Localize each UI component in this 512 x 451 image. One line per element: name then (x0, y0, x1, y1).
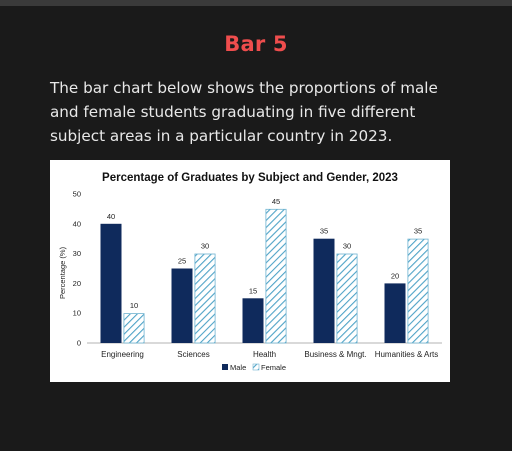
legend-swatch-female (252, 363, 260, 371)
page-heading: Bar 5 (224, 32, 288, 56)
y-tick-label: 30 (73, 249, 81, 258)
data-label: 20 (391, 271, 399, 280)
data-label: 30 (343, 242, 351, 251)
category-label: Engineering (101, 350, 144, 359)
data-label: 30 (201, 242, 209, 251)
bar-female (336, 253, 358, 344)
bar-male (171, 268, 193, 343)
data-label: 10 (130, 301, 138, 310)
chart-description: The bar chart below shows the proportion… (50, 79, 438, 145)
data-label: 35 (320, 227, 328, 236)
y-tick-label: 40 (73, 219, 81, 228)
data-label: 15 (249, 286, 257, 295)
legend-label-female: Female (261, 363, 286, 372)
bar-male (313, 238, 335, 343)
data-label: 35 (414, 227, 422, 236)
category-label: Business & Mngt. (304, 350, 366, 359)
category-label: Sciences (177, 350, 209, 359)
bar-female (194, 253, 216, 344)
legend-swatch-male (222, 364, 228, 370)
category-label: Humanities & Arts (375, 350, 439, 359)
y-tick-label: 20 (73, 279, 81, 288)
bar-female (123, 313, 145, 344)
chart-card: Percentage of Graduates by Subject and G… (50, 160, 450, 382)
bar-female (265, 208, 287, 344)
data-label: 25 (178, 257, 186, 266)
bar-female (407, 238, 429, 344)
data-label: 45 (272, 197, 280, 206)
bar-male (384, 283, 406, 343)
y-tick-label: 50 (73, 190, 81, 199)
y-axis-label: Percentage (%) (58, 246, 67, 299)
bar-male (100, 223, 122, 343)
data-label: 40 (107, 212, 115, 221)
plot-area: 0 10 20 30 40 50 40 10 Engineering 25 30 Sciences 15… (73, 190, 442, 372)
y-tick-label: 10 (73, 309, 81, 318)
bar-male (242, 298, 264, 343)
category-label: Health (253, 350, 276, 359)
bar-chart: Percentage of Graduates by Subject and G… (58, 172, 442, 372)
y-tick-label: 0 (77, 339, 81, 348)
legend-label-male: Male (230, 363, 246, 372)
chart-title: Percentage of Graduates by Subject and G… (102, 172, 398, 184)
top-bar (0, 0, 512, 6)
